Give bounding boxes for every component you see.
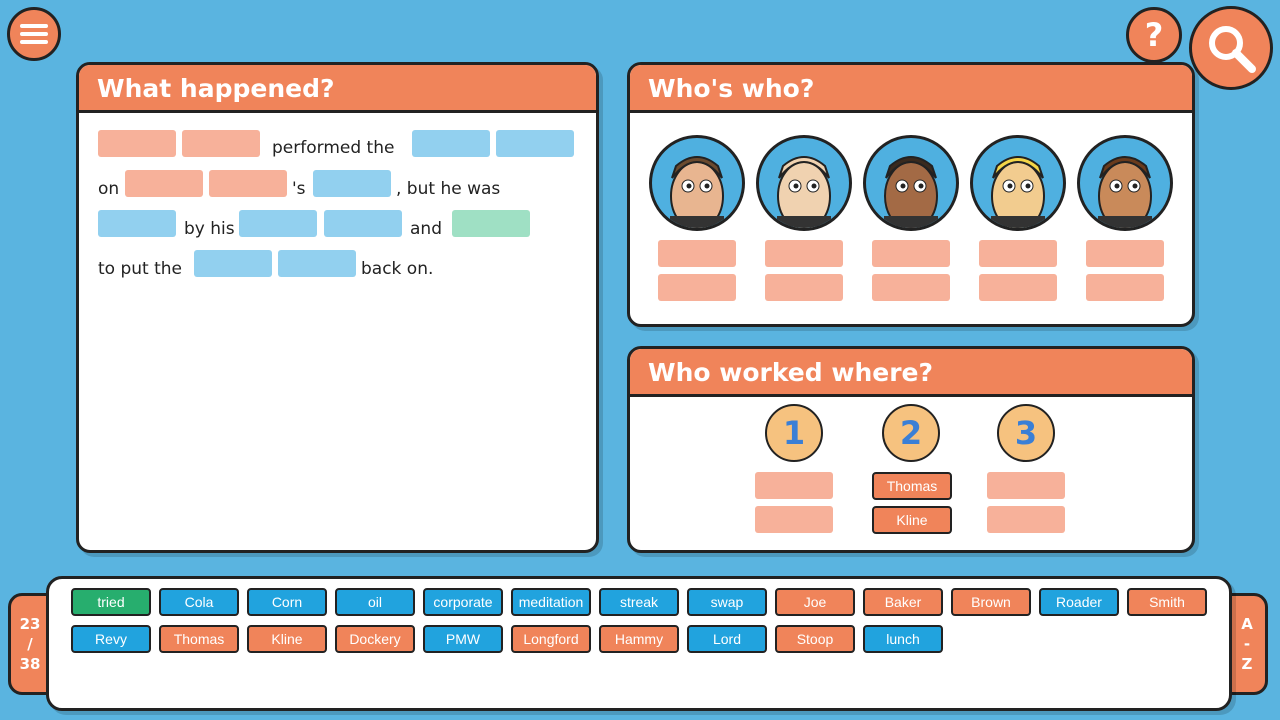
total-count: 38 [19,655,41,673]
blank-word[interactable] [324,210,402,237]
blank-word[interactable] [194,250,272,277]
word-chip[interactable]: Brown [951,588,1031,616]
blank-name[interactable] [98,130,176,157]
help-button[interactable]: ? [1126,7,1182,63]
word-chip[interactable]: streak [599,588,679,616]
character-name-slot[interactable] [765,274,843,301]
sentence-text: back on. [361,259,434,279]
workplace-name-slot[interactable] [987,472,1065,499]
workplace-number: 1 [765,404,823,462]
blank-name[interactable] [182,130,260,157]
blank-word[interactable] [278,250,356,277]
word-chip[interactable]: Dockery [335,625,415,653]
hamburger-icon [20,24,48,44]
sentence-text: by his [184,219,235,239]
word-chip[interactable]: Longford [511,625,591,653]
sentence-text: , but he was [396,179,501,199]
word-chip[interactable]: PMW [423,625,503,653]
workplace-number: 2 [882,404,940,462]
character-name-slot[interactable] [658,240,736,267]
sort-sep: - [1243,635,1251,653]
magnifier-icon [1209,26,1256,73]
panel-title: Who worked where? [630,349,1192,397]
sentence-text: to put the [98,259,183,279]
word-chip[interactable]: Cola [159,588,239,616]
sort-a: A [1241,615,1253,633]
word-chip[interactable]: swap [687,588,767,616]
character-name-slot[interactable] [872,240,950,267]
workplace-name-slot[interactable] [987,506,1065,533]
found-count: 23 [19,615,41,633]
character-name-slot[interactable] [979,274,1057,301]
blank-name[interactable] [125,170,203,197]
word-counter: 23 / 38 [8,593,52,695]
word-chip[interactable]: Stoop [775,625,855,653]
word-chip[interactable]: oil [335,588,415,616]
word-chip[interactable]: Corn [247,588,327,616]
sort-az-button[interactable]: A - Z [1226,593,1268,695]
sentence-text: performed the [272,138,395,158]
workplace-name-slot[interactable] [755,472,833,499]
character-portrait[interactable] [1077,135,1173,231]
character-name-slot[interactable] [872,274,950,301]
blank-word[interactable] [496,130,574,157]
placed-name-chip[interactable]: Thomas [872,472,952,500]
character-portrait[interactable] [970,135,1066,231]
placed-name-chip[interactable]: Kline [872,506,952,534]
word-chip[interactable]: lunch [863,625,943,653]
word-chip[interactable]: tried [71,588,151,616]
blank-name[interactable] [209,170,287,197]
character-name-slot[interactable] [765,240,843,267]
search-button[interactable] [1189,6,1273,90]
word-chip[interactable]: Joe [775,588,855,616]
character-portrait[interactable] [756,135,852,231]
word-chip[interactable]: Smith [1127,588,1207,616]
panel-title: What happened? [79,65,596,113]
word-chip[interactable]: meditation [511,588,591,616]
character-name-slot[interactable] [979,240,1057,267]
workplace-number: 3 [997,404,1055,462]
character-portrait[interactable] [863,135,959,231]
blank-word[interactable] [412,130,490,157]
blank-word[interactable] [98,210,176,237]
blank-verb[interactable] [452,210,530,237]
menu-button[interactable] [7,7,61,61]
word-chip[interactable]: Kline [247,625,327,653]
counter-separator: / [27,635,33,653]
word-chip[interactable]: Baker [863,588,943,616]
blank-word[interactable] [239,210,317,237]
word-chip[interactable]: corporate [423,588,503,616]
word-chip[interactable]: Lord [687,625,767,653]
question-icon: ? [1144,16,1164,54]
word-chip[interactable]: Hammy [599,625,679,653]
sort-z: Z [1241,655,1253,673]
character-name-slot[interactable] [1086,274,1164,301]
sentence-text: and [410,219,442,239]
word-chip[interactable]: Roader [1039,588,1119,616]
character-name-slot[interactable] [1086,240,1164,267]
character-name-slot[interactable] [658,274,736,301]
panel-title: Who's who? [630,65,1192,113]
character-portrait[interactable] [649,135,745,231]
word-chip[interactable]: Revy [71,625,151,653]
sentence-text: on [98,179,120,199]
blank-word[interactable] [313,170,391,197]
word-chip[interactable]: Thomas [159,625,239,653]
workplace-name-slot[interactable] [755,506,833,533]
sentence-text: 's [292,179,306,199]
